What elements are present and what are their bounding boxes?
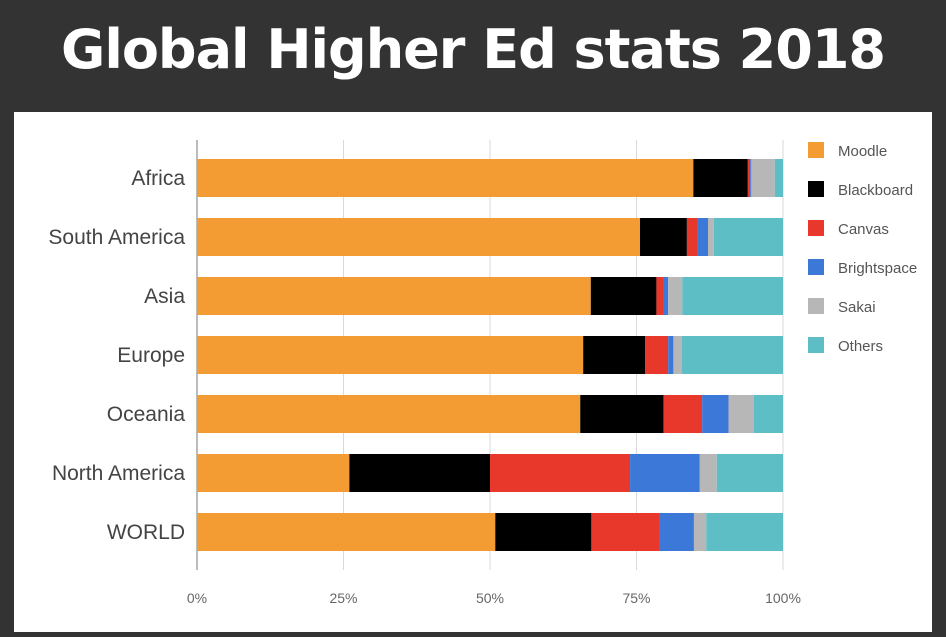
bar-segment-others bbox=[774, 159, 783, 197]
bar-segment-sakai bbox=[751, 159, 775, 197]
bar-segment-sakai bbox=[668, 277, 683, 315]
category-label: Europe bbox=[117, 344, 185, 367]
bar-segment-moodle bbox=[197, 513, 496, 551]
bar-segment-moodle bbox=[197, 395, 581, 433]
bar-segment-blackboard bbox=[580, 395, 664, 433]
header-bar: Global Higher Ed stats 2018 bbox=[0, 0, 946, 98]
legend-swatch-brightspace bbox=[808, 259, 824, 275]
x-tick-label: 75% bbox=[622, 590, 650, 606]
x-tick-label: 25% bbox=[329, 590, 357, 606]
bar-segment-moodle bbox=[197, 336, 584, 374]
bar-segment-others bbox=[716, 454, 783, 492]
bar-segment-canvas bbox=[656, 277, 664, 315]
chart-panel: 0% 25% 50% 75% 100% Africa South America Asia Eu… bbox=[14, 112, 932, 632]
category-label: Asia bbox=[144, 285, 185, 308]
x-tick-label: 0% bbox=[187, 590, 207, 606]
bar-segment-brightspace bbox=[630, 454, 700, 492]
bar-segment-canvas bbox=[663, 395, 703, 433]
bar-segment-others bbox=[753, 395, 783, 433]
bar-segment-blackboard bbox=[495, 513, 592, 551]
bar-segment-brightspace bbox=[663, 277, 669, 315]
bar-segment-canvas bbox=[490, 454, 631, 492]
category-label: North America bbox=[52, 462, 185, 485]
bar-segment-moodle bbox=[197, 454, 350, 492]
bar-segment-moodle bbox=[197, 218, 641, 256]
bar-segment-brightspace bbox=[668, 336, 674, 374]
bar-segment-others bbox=[713, 218, 783, 256]
bar-segment-moodle bbox=[197, 277, 591, 315]
bar-segment-sakai bbox=[707, 218, 714, 256]
legend-label-brightspace: Brightspace bbox=[838, 260, 917, 277]
legend-swatch-moodle bbox=[808, 142, 824, 158]
legend-swatch-canvas bbox=[808, 220, 824, 236]
bar-segment-sakai bbox=[699, 454, 717, 492]
legend-label-blackboard: Blackboard bbox=[838, 182, 913, 199]
legend-label-moodle: Moodle bbox=[838, 143, 887, 160]
bar-segment-blackboard bbox=[693, 159, 748, 197]
bar-segment-sakai bbox=[693, 513, 707, 551]
bar-segment-sakai bbox=[728, 395, 754, 433]
bar-segment-sakai bbox=[673, 336, 682, 374]
bar-segment-brightspace bbox=[702, 395, 729, 433]
bar-segment-canvas bbox=[645, 336, 669, 374]
bar-segment-moodle bbox=[197, 159, 694, 197]
bar-segment-canvas bbox=[591, 513, 660, 551]
bar-segment-blackboard bbox=[349, 454, 490, 492]
category-label: South America bbox=[48, 226, 185, 249]
bar-segment-blackboard bbox=[640, 218, 687, 256]
bar-segment-others bbox=[682, 277, 783, 315]
legend-label-others: Others bbox=[838, 338, 883, 355]
bar-segment-brightspace bbox=[697, 218, 708, 256]
x-tick-label: 100% bbox=[765, 590, 801, 606]
bar-segment-others bbox=[706, 513, 783, 551]
legend-swatch-sakai bbox=[808, 298, 824, 314]
bar-segment-blackboard bbox=[590, 277, 657, 315]
bar-segment-brightspace bbox=[750, 159, 752, 197]
category-label: Oceania bbox=[107, 403, 186, 426]
x-tick-label: 50% bbox=[476, 590, 504, 606]
bar-segment-blackboard bbox=[583, 336, 646, 374]
legend-swatch-others bbox=[808, 337, 824, 353]
bar-segment-canvas bbox=[747, 159, 751, 197]
category-label: WORLD bbox=[107, 521, 185, 544]
bar-segment-brightspace bbox=[659, 513, 694, 551]
bar-segment-canvas bbox=[686, 218, 698, 256]
category-label: Africa bbox=[131, 167, 185, 190]
legend-swatch-blackboard bbox=[808, 181, 824, 197]
legend-label-canvas: Canvas bbox=[838, 221, 889, 238]
page-title: Global Higher Ed stats 2018 bbox=[61, 17, 886, 81]
legend-label-sakai: Sakai bbox=[838, 299, 876, 316]
bar-segment-others bbox=[681, 336, 783, 374]
stacked-bar-chart: 0% 25% 50% 75% 100% Africa South America Asia Eu… bbox=[48, 140, 917, 606]
